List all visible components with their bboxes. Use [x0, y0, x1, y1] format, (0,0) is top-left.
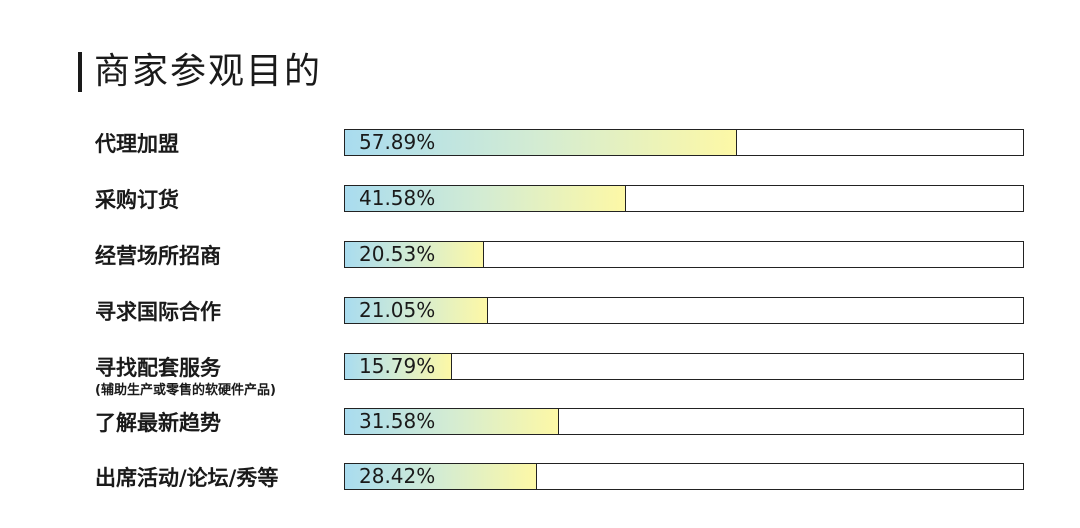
bar-row: 寻找配套服务 (辅助生产或零售的软硬件产品) 15.79% [0, 353, 1080, 398]
data-label: 41.58% [359, 186, 436, 210]
category-label: 代理加盟 [95, 132, 179, 156]
bar-track: 28.42% [344, 463, 1024, 490]
bar-track: 57.89% [344, 129, 1024, 156]
category-label: 经营场所招商 [95, 244, 221, 268]
data-label: 15.79% [359, 354, 436, 378]
data-label: 57.89% [359, 130, 436, 154]
bar-track: 21.05% [344, 297, 1024, 324]
chart-title: 商家参观目的 [94, 51, 323, 92]
category-label: 了解最新趋势 [95, 411, 221, 435]
data-label: 21.05% [359, 298, 436, 322]
category-label: 出席活动/论坛/秀等 [95, 466, 279, 490]
bar-track: 31.58% [344, 408, 1024, 435]
category-label: 寻求国际合作 [95, 300, 221, 324]
bar-row: 了解最新趋势 31.58% [0, 408, 1080, 438]
bar-row: 经营场所招商 20.53% [0, 241, 1080, 271]
bar [345, 354, 452, 379]
data-label: 28.42% [359, 464, 436, 488]
bar [345, 298, 488, 323]
bar-track: 20.53% [344, 241, 1024, 268]
bar-row: 出席活动/论坛/秀等 28.42% [0, 463, 1080, 493]
data-label: 31.58% [359, 409, 436, 433]
data-label: 20.53% [359, 242, 436, 266]
bar-row: 代理加盟 57.89% [0, 129, 1080, 159]
bar [345, 130, 737, 155]
category-label: 寻找配套服务 [95, 356, 221, 380]
bar [345, 409, 559, 434]
bar-track: 15.79% [344, 353, 1024, 380]
title-accent-bar [78, 52, 82, 92]
bar-track: 41.58% [344, 185, 1024, 212]
bar-row: 寻求国际合作 21.05% [0, 297, 1080, 327]
bar [345, 186, 627, 211]
category-label: 采购订货 [95, 188, 179, 212]
bar [345, 242, 484, 267]
bar [345, 464, 538, 489]
bar-row: 采购订货 41.58% [0, 185, 1080, 215]
chart-title-group: 商家参观目的 [78, 50, 322, 94]
category-sublabel: (辅助生产或零售的软硬件产品) [95, 383, 276, 398]
